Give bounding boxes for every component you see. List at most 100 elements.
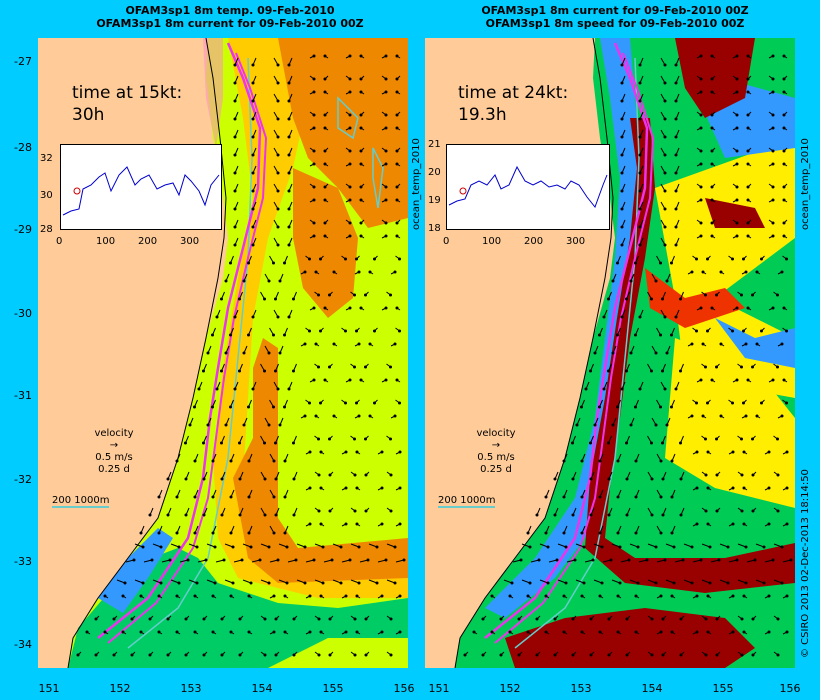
velocity-arrow-head (353, 437, 356, 441)
velocity-arrow-head (620, 225, 624, 229)
velocity-arrow-head (220, 617, 224, 621)
velocity-arrow-head (233, 225, 237, 229)
velocity-arrow-head (274, 369, 277, 373)
velocity-arrow-head (384, 558, 388, 562)
velocity-arrow-head (287, 117, 291, 121)
velocity-arrow-head (695, 401, 698, 405)
velocity-arrow-head (175, 495, 179, 499)
velocity-arrow-head (546, 545, 550, 549)
velocity-arrow-head (186, 558, 190, 562)
velocity-arrow-head (674, 225, 678, 229)
velocity-arrow-head (690, 270, 694, 274)
velocity-arrow-head (314, 414, 318, 418)
velocity-arrow-head (679, 441, 682, 445)
right-speed-mid-2 (665, 338, 795, 508)
velocity-arrow-head (731, 401, 734, 405)
velocity-arrow-head (620, 189, 624, 193)
velocity-arrow-head (317, 509, 321, 513)
velocity-arrow-head (746, 198, 750, 202)
velocity-arrow-head (771, 149, 775, 153)
velocity-arrow-head (398, 486, 402, 490)
right-depth-key: 200 1000m (438, 495, 496, 508)
velocity-arrow-head (251, 81, 255, 85)
velocity-arrow-head (744, 270, 748, 274)
velocity-arrow-head (328, 509, 332, 513)
velocity-arrow-head (744, 581, 748, 585)
velocity-arrow-head (771, 234, 775, 238)
velocity-arrow-head (771, 126, 775, 130)
x-tick-label: 151 (38, 682, 60, 695)
right-speed-high (645, 268, 745, 328)
velocity-arrow-head (287, 63, 291, 67)
velocity-arrow-head (251, 153, 255, 157)
velocity-arrow-head (197, 387, 201, 391)
velocity-arrow-head (638, 153, 642, 157)
velocity-arrow-head (364, 365, 367, 369)
velocity-arrow-head (670, 405, 673, 409)
velocity-arrow-head (746, 77, 750, 81)
left-map-panel[interactable] (38, 38, 408, 668)
velocity-arrow-head (319, 594, 323, 598)
velocity-arrow-head (359, 162, 363, 166)
velocity-arrow-head (740, 437, 743, 441)
velocity-arrow-head (213, 581, 217, 585)
velocity-arrow-head (776, 473, 780, 477)
velocity-arrow-head (699, 221, 703, 225)
velocity-key-label: velocity (476, 428, 516, 439)
right-side-label: ocean_temp_2010 (800, 138, 811, 230)
velocity-arrow-head (393, 414, 397, 418)
left-ocean-warm-s (233, 338, 408, 583)
velocity-arrow-head (695, 522, 699, 526)
velocity-arrow-head (546, 581, 550, 585)
velocity-arrow-head (710, 162, 714, 166)
velocity-arrow-head (679, 369, 682, 373)
velocity-arrow-head (593, 423, 597, 427)
velocity-arrow-head (263, 513, 267, 517)
velocity-arrow-head (233, 189, 237, 193)
velocity-arrow-head (393, 270, 397, 274)
velocity-arrow-head (395, 77, 399, 81)
y-tick-label: -27 (14, 55, 32, 68)
x-tick-label: 156 (779, 682, 801, 695)
velocity-arrow-head (674, 63, 678, 67)
velocity-arrow-head (263, 653, 267, 657)
velocity-arrow-head (76, 653, 80, 657)
velocity-arrow-head (762, 581, 766, 585)
velocity-arrow-head (742, 401, 745, 405)
velocity-arrow-head (659, 630, 663, 634)
velocity-arrow-head (328, 437, 331, 441)
velocity-arrow-head (263, 617, 267, 621)
velocity-arrow-head (620, 81, 624, 85)
velocity-arrow-head (674, 243, 678, 247)
velocity-key-duration: 0.25 d (480, 464, 512, 475)
x-tick-label: 155 (712, 682, 734, 695)
velocity-arrow-head (654, 351, 658, 355)
velocity-arrow-head (229, 405, 232, 409)
right-map-panel[interactable] (425, 38, 795, 668)
velocity-arrow-head (670, 495, 674, 499)
velocity-arrow-head (231, 545, 235, 549)
velocity-arrow-head (744, 342, 748, 346)
velocity-arrow-head (139, 630, 143, 634)
velocity-arrow-head (742, 594, 746, 598)
velocity-arrow-head (742, 522, 746, 526)
velocity-arrow-head (616, 495, 620, 499)
velocity-arrow-head (222, 558, 226, 562)
right-inset-svg (448, 165, 608, 209)
left-inset-series (62, 166, 220, 216)
velocity-arrow-head (229, 531, 233, 535)
velocity-arrow-head (148, 653, 152, 657)
velocity-arrow-head (746, 234, 750, 238)
velocity-arrow-head (328, 473, 332, 477)
velocity-arrow-head (238, 477, 242, 481)
velocity-arrow-head (141, 581, 145, 585)
velocity-arrow-head (699, 162, 703, 166)
velocity-key-arrow: → (491, 440, 501, 451)
velocity-arrow-head (598, 594, 602, 598)
velocity-arrow-head (130, 617, 134, 621)
velocity-arrow-head (526, 531, 530, 535)
velocity-arrow-head (308, 594, 312, 598)
velocity-arrow-head (670, 459, 674, 463)
velocity-arrow-head (638, 225, 642, 229)
velocity-arrow-head (663, 117, 667, 121)
